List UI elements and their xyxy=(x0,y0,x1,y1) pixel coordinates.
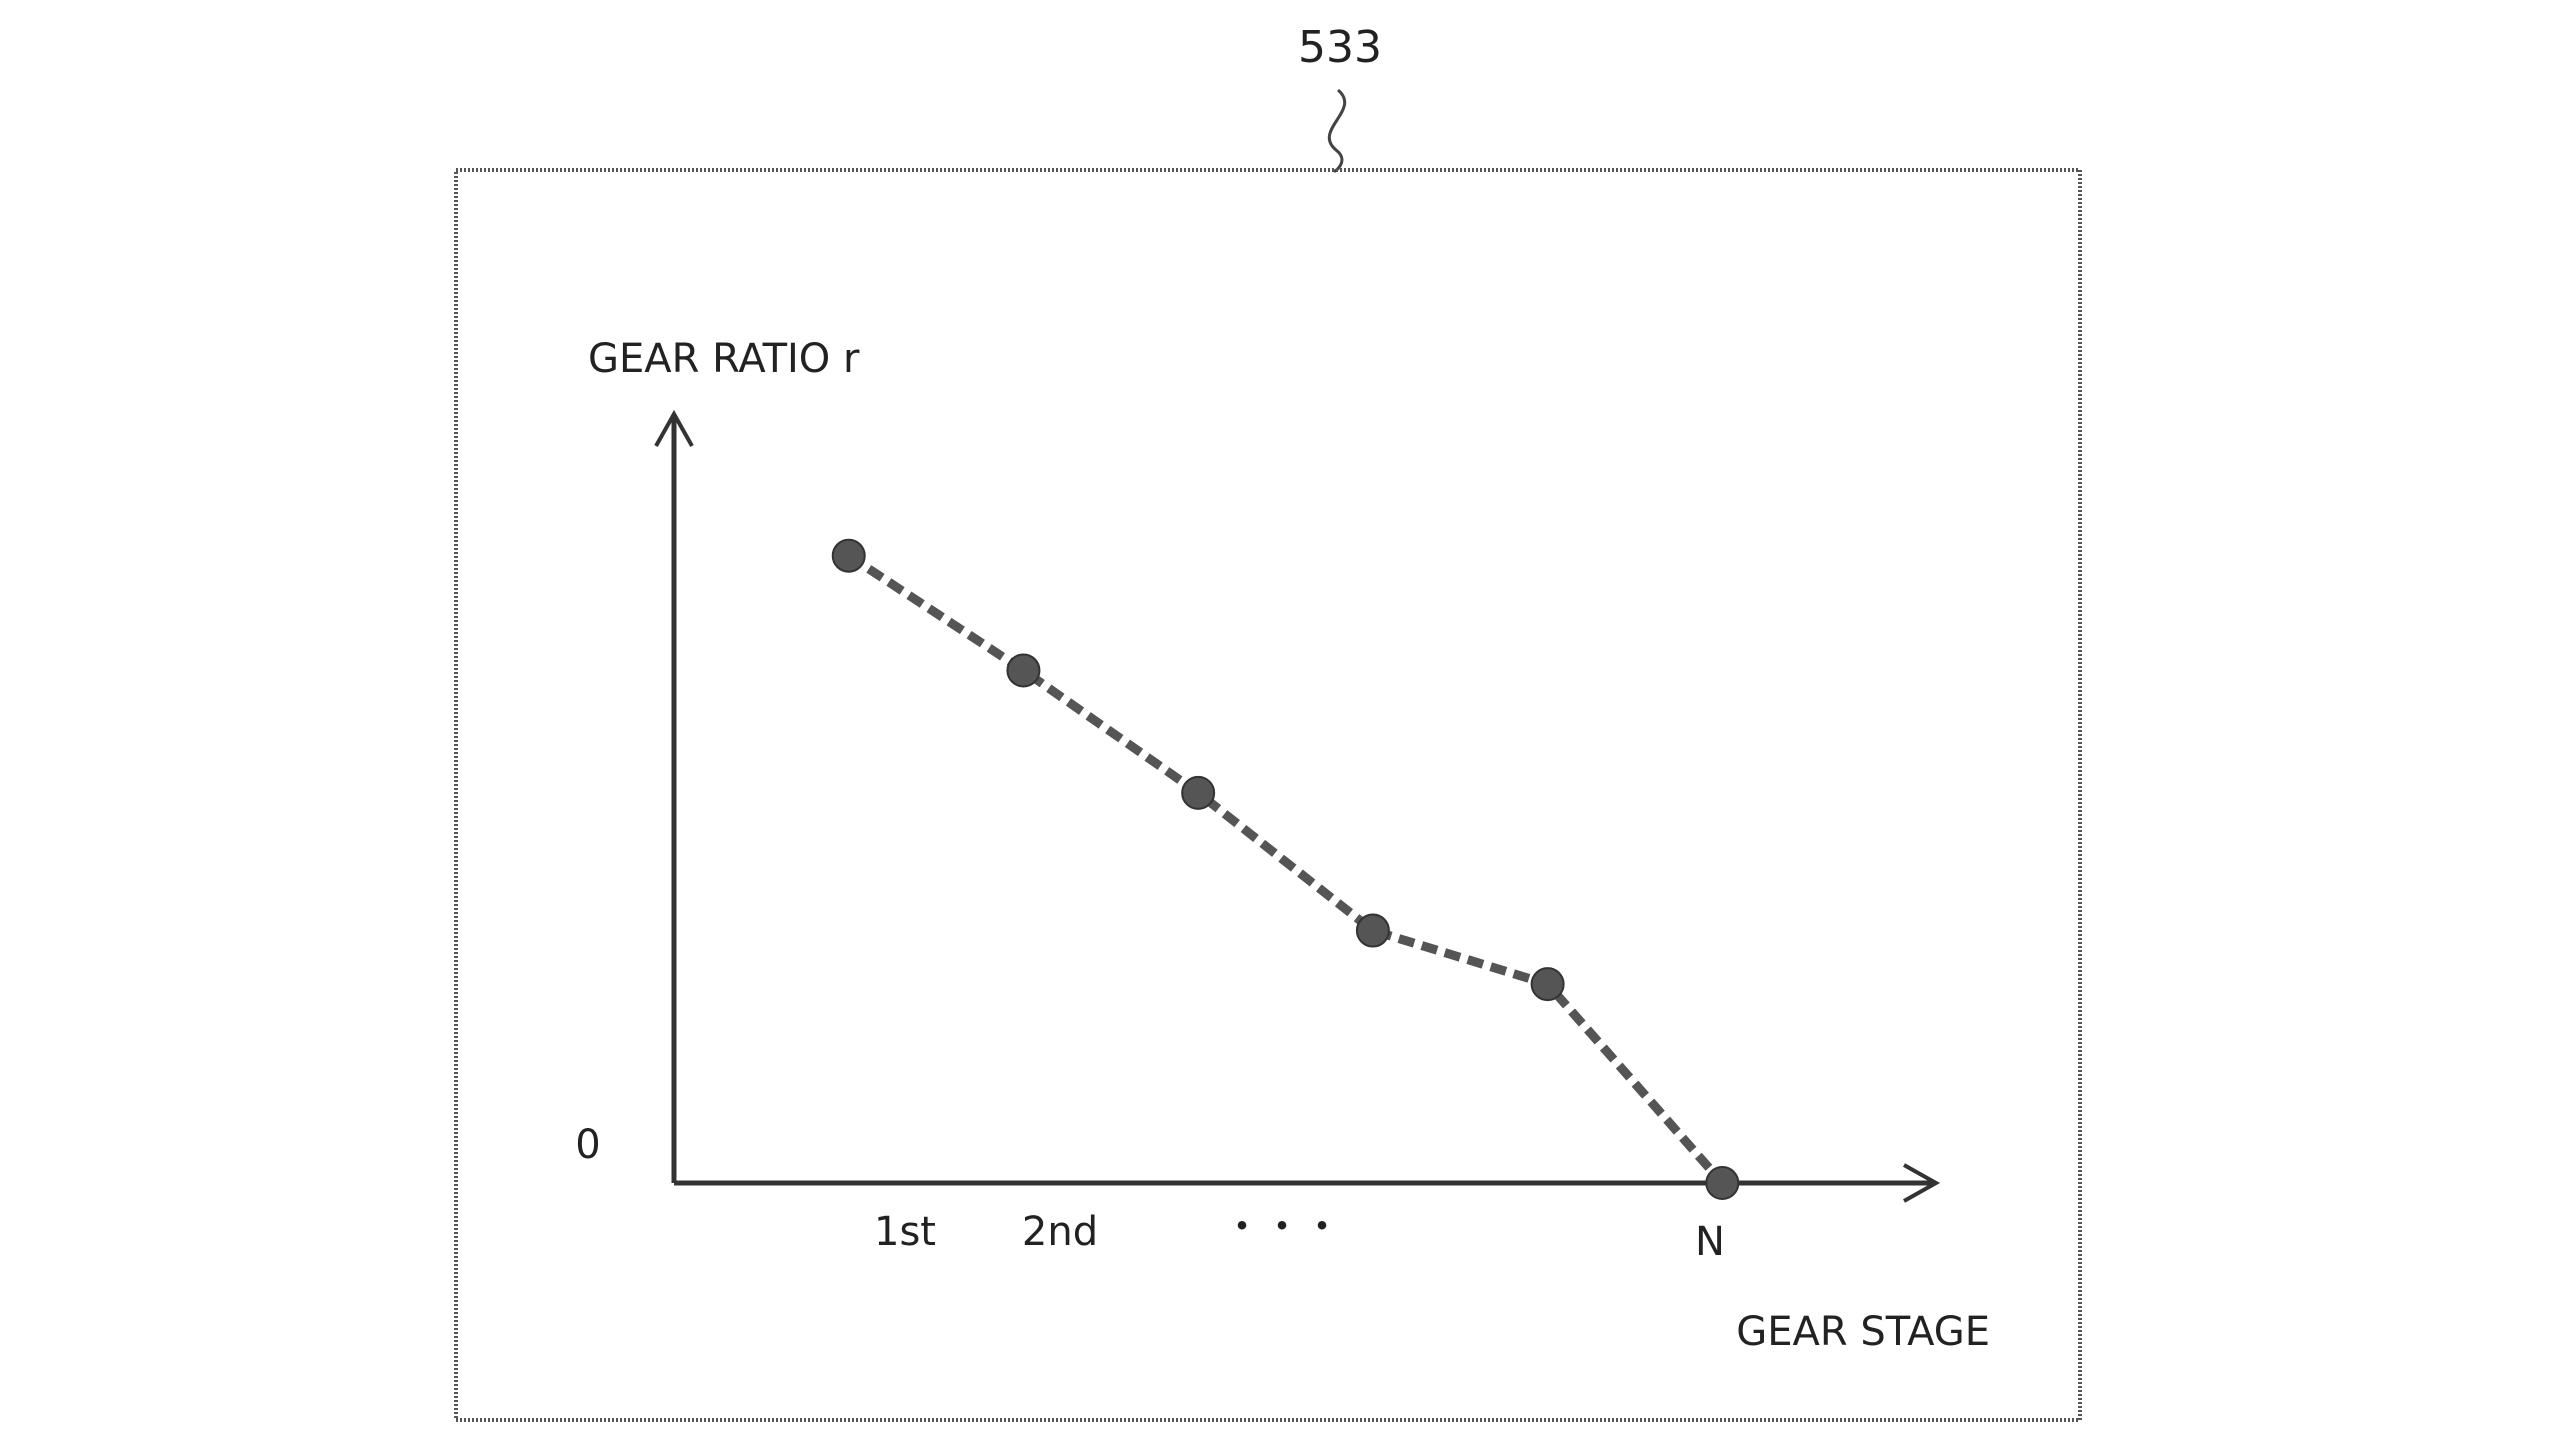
chart-axes xyxy=(654,409,1941,1203)
x-axis-label: GEAR STAGE xyxy=(1736,1309,1990,1355)
data-point-3 xyxy=(1181,775,1216,810)
series-line-0 xyxy=(846,551,1726,1186)
data-point-4 xyxy=(1355,913,1390,948)
x-tick-label-n: N xyxy=(1695,1219,1725,1265)
reference-numeral: 533 xyxy=(1298,22,1382,73)
y-axis-label: GEAR RATIO r xyxy=(588,336,860,382)
x-tick-labels: 1st 2nd ・・・ N xyxy=(874,1204,1725,1265)
data-point-1 xyxy=(831,538,866,573)
data-point-5 xyxy=(1530,967,1565,1002)
x-axis-arrowhead xyxy=(1903,1163,1941,1203)
x-tick-label-ellipsis: ・・・ xyxy=(1222,1204,1342,1250)
data-point-6 xyxy=(1705,1166,1740,1200)
gear-ratio-series xyxy=(831,538,1740,1200)
data-point-2 xyxy=(1006,653,1041,688)
figure-frame xyxy=(454,168,2082,1422)
x-tick-label-1st: 1st xyxy=(874,1209,936,1255)
y-axis-arrowhead xyxy=(654,409,694,447)
y-origin-label: 0 xyxy=(575,1122,600,1168)
reference-leader-line xyxy=(1327,88,1347,173)
x-tick-label-2nd: 2nd xyxy=(1022,1209,1098,1255)
